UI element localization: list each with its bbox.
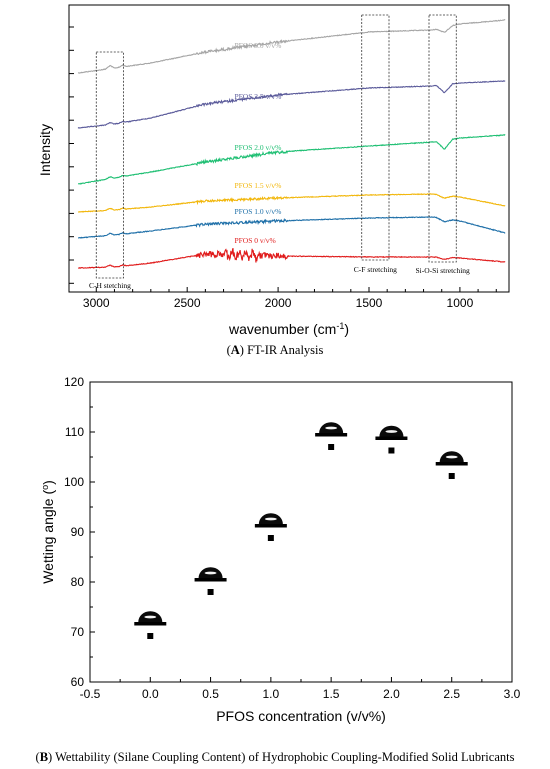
ftir-series-line <box>77 19 506 74</box>
ftir-x-tick-label: 1000 <box>447 296 474 310</box>
droplet-icon <box>194 567 227 582</box>
wet-y-tick-label: 120 <box>64 375 84 389</box>
wet-x-tick-label: -0.5 <box>80 687 101 701</box>
wet-x-ticks: -0.5 0.0 0.5 1.0 1.5 2.0 2.5 3.0 <box>80 677 521 701</box>
droplet-substrate <box>315 433 348 437</box>
wet-points-group <box>134 422 468 639</box>
ftir-annotation-label: C-F stretching <box>354 265 397 274</box>
ftir-series-label: PFOS 2.5 v/v% <box>234 92 281 101</box>
ftir-series-line <box>78 248 506 269</box>
ftir-x-tick-label: 2500 <box>174 296 201 310</box>
wet-data-point <box>267 535 274 541</box>
ftir-series-line <box>77 193 506 213</box>
droplet-substrate <box>134 622 167 626</box>
droplet-highlight <box>325 426 338 430</box>
ftir-annotation-box <box>95 51 124 279</box>
ftir-caption: (A) FT-IR Analysis <box>227 343 324 357</box>
droplet-highlight <box>204 571 217 575</box>
wet-y-ticks: 60 70 80 90 100 110 120 <box>64 375 95 689</box>
ftir-y-ticks <box>69 26 74 284</box>
ftir-plot-frame <box>68 4 510 293</box>
ftir-series-group: PFOS 3.0 v/v% PFOS 2.5 v/v% PFOS 2.0 v/v% P… <box>77 19 506 269</box>
wet-y-tick-label: 60 <box>71 675 85 689</box>
droplet-icon <box>315 422 348 437</box>
wet-x-tick-label: 1.0 <box>263 687 280 701</box>
wet-x-tick-label: 3.0 <box>504 687 521 701</box>
ftir-x-tick-label: 2000 <box>265 296 292 310</box>
droplet-icon <box>134 611 167 626</box>
wet-y-tick-label: 70 <box>71 625 85 639</box>
wet-y-tick-label: 80 <box>71 575 85 589</box>
wetting-angle-chart: -0.5 0.0 0.5 1.0 1.5 2.0 2.5 3.0 60 70 80 90 100 110… <box>36 375 521 764</box>
wet-data-point <box>328 444 335 450</box>
droplet-highlight <box>144 615 157 619</box>
ftir-y-axis-label: Intensity <box>37 124 53 176</box>
ftir-series-label: PFOS 2.0 v/v% <box>234 143 281 152</box>
droplet-highlight <box>264 517 277 521</box>
ftir-annotation-boxes: C-H stetching C-F stretching Si-O-Si stret… <box>89 14 470 290</box>
ftir-x-tick-label: 1500 <box>356 296 383 310</box>
wet-y-tick-label: 100 <box>64 475 84 489</box>
ftir-series-line <box>77 133 506 185</box>
wet-plot-frame <box>89 381 513 683</box>
wet-x-tick-label: 2.5 <box>443 687 460 701</box>
ftir-x-tick-label: 3000 <box>83 296 110 310</box>
wet-x-tick-label: 0.0 <box>142 687 159 701</box>
ftir-annotation-box <box>428 14 457 263</box>
droplet-substrate <box>194 578 227 582</box>
wet-x-tick-label: 0.5 <box>202 687 219 701</box>
droplet-highlight <box>445 455 458 459</box>
ftir-series-line <box>77 80 506 129</box>
ftir-series-line <box>77 216 506 239</box>
wet-y-axis-label: Wetting angle (o) <box>40 480 56 584</box>
ftir-series-label: PFOS 1.0 v/v% <box>234 207 281 216</box>
wet-data-point <box>448 473 455 479</box>
ftir-x-axis-label: wavenumber (cm-1) <box>228 321 349 337</box>
droplet-icon <box>254 513 287 528</box>
droplet-icon <box>435 451 468 466</box>
droplet-substrate <box>254 524 287 528</box>
wet-y-tick-label: 110 <box>65 425 84 439</box>
wet-data-point <box>388 447 395 454</box>
ftir-x-ticks: 3000 2500 2000 1500 1000 <box>83 287 497 310</box>
ftir-series-label: PFOS 1.5 v/v% <box>234 181 281 190</box>
ftir-annotation-label: C-H stetching <box>89 281 131 290</box>
ftir-annotation-label: Si-O-Si stretching <box>415 266 470 275</box>
ftir-series-label: PFOS 0 v/v% <box>234 236 275 245</box>
droplet-icon <box>375 425 408 440</box>
wet-x-tick-label: 1.5 <box>323 687 340 701</box>
droplet-substrate <box>375 436 408 440</box>
droplet-highlight <box>385 430 398 433</box>
ftir-annotation-box <box>361 14 390 261</box>
wet-x-axis-label: PFOS concentration (v/v%) <box>216 708 386 724</box>
wet-data-point <box>207 589 214 595</box>
wet-y-tick-label: 90 <box>71 525 85 539</box>
ftir-chart: 3000 2500 2000 1500 1000 PFOS 3.0 v/v% PFOS 2… <box>37 4 510 357</box>
wet-data-point <box>147 633 154 639</box>
droplet-substrate <box>435 462 468 466</box>
wet-caption: (B) Wettability (Silane Coupling Content… <box>36 750 515 764</box>
wet-x-tick-label: 2.0 <box>383 687 400 701</box>
ftir-series-label: PFOS 3.0 v/v% <box>234 41 281 50</box>
